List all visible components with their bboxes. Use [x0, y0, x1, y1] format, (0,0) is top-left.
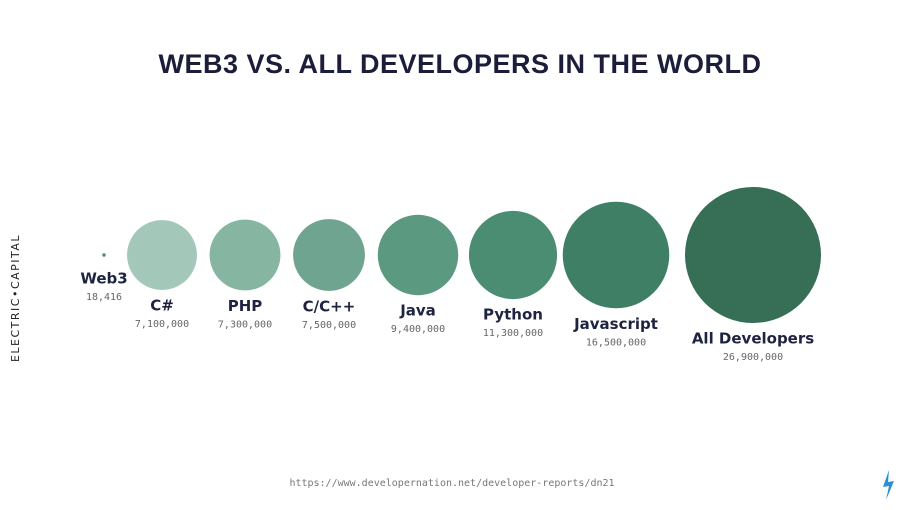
bubble — [685, 187, 821, 323]
bubble — [377, 214, 459, 296]
value-label: 7,100,000 — [135, 319, 189, 330]
chart-title: WEB3 VS. ALL DEVELOPERS IN THE WORLD — [158, 49, 761, 79]
value-label: 16,500,000 — [586, 337, 646, 348]
bubble — [293, 219, 365, 291]
bubble-label: Web3 — [80, 270, 127, 288]
value-label: 18,416 — [86, 292, 122, 303]
bubble-label: C# — [150, 296, 174, 314]
bubble — [209, 219, 281, 291]
value-label: 7,500,000 — [302, 320, 356, 331]
brand: ELECTRIC•CAPITAL — [9, 234, 22, 362]
value-label: 9,400,000 — [391, 324, 445, 335]
source: https://www.developernation.net/develope… — [289, 478, 614, 489]
logo-bolt — [883, 470, 894, 500]
bubble-label: All Developers — [692, 330, 814, 348]
bubble-label: C/C++ — [303, 297, 356, 315]
bubble — [102, 253, 106, 257]
value-label: 26,900,000 — [723, 352, 783, 363]
bubble-label: Python — [483, 306, 543, 324]
bubble-label: PHP — [228, 297, 263, 315]
bubble — [562, 201, 670, 309]
bubble-label: Javascript — [573, 315, 658, 333]
bubble — [127, 220, 197, 290]
bubble — [468, 210, 558, 300]
value-label: 11,300,000 — [483, 328, 543, 339]
value-label: 7,300,000 — [218, 319, 272, 330]
bubble-label: Java — [399, 302, 436, 320]
